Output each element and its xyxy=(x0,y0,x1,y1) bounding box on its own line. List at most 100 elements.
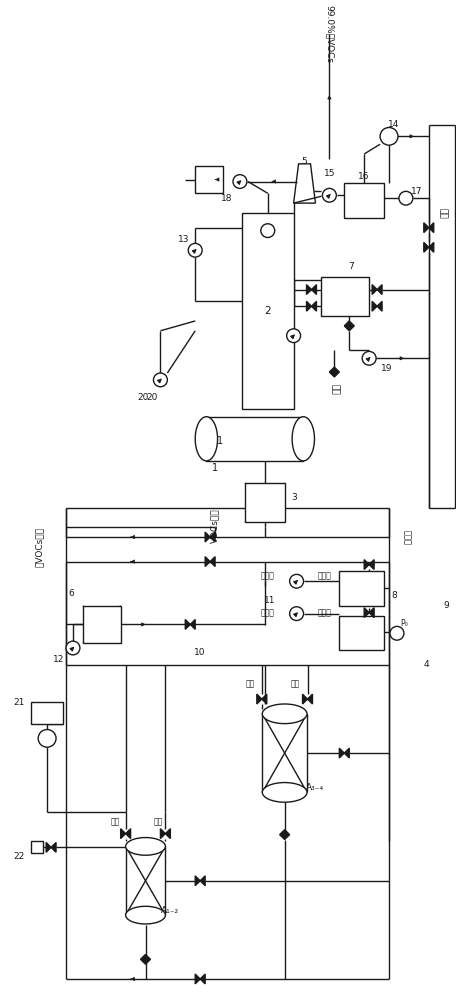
Polygon shape xyxy=(369,608,374,618)
Polygon shape xyxy=(185,620,190,629)
Polygon shape xyxy=(262,694,267,704)
Text: 6: 6 xyxy=(68,589,74,598)
Text: A₁₋₂: A₁₋₂ xyxy=(161,906,180,915)
Polygon shape xyxy=(205,557,210,566)
Bar xyxy=(321,277,369,316)
Text: 废气: 废气 xyxy=(291,680,300,689)
Polygon shape xyxy=(372,285,377,294)
Text: 废气: 废气 xyxy=(154,817,163,826)
Text: VOCs水雾: VOCs水雾 xyxy=(211,508,219,543)
Text: 含VOCs废气: 含VOCs废气 xyxy=(35,527,44,567)
Ellipse shape xyxy=(262,783,307,802)
Bar xyxy=(31,702,63,724)
Polygon shape xyxy=(344,321,354,326)
Ellipse shape xyxy=(195,417,218,461)
Polygon shape xyxy=(200,974,205,984)
Text: 4: 4 xyxy=(424,660,430,669)
Bar xyxy=(31,841,43,853)
Polygon shape xyxy=(372,301,377,311)
Text: 冷却水: 冷却水 xyxy=(318,572,331,581)
Text: 99.0%纯VOCs: 99.0%纯VOCs xyxy=(325,5,334,63)
Text: 12: 12 xyxy=(53,655,65,664)
Text: P₀: P₀ xyxy=(400,619,408,628)
Polygon shape xyxy=(200,876,205,886)
Polygon shape xyxy=(377,301,382,311)
Ellipse shape xyxy=(126,838,165,855)
Bar xyxy=(344,183,384,218)
Circle shape xyxy=(233,175,247,188)
Polygon shape xyxy=(160,829,165,839)
Circle shape xyxy=(399,191,413,205)
Ellipse shape xyxy=(292,417,314,461)
Polygon shape xyxy=(424,242,429,252)
Text: 5: 5 xyxy=(302,157,308,166)
Circle shape xyxy=(188,243,202,257)
Circle shape xyxy=(287,329,301,343)
Polygon shape xyxy=(344,326,354,331)
Circle shape xyxy=(380,128,398,145)
Circle shape xyxy=(290,607,303,621)
Polygon shape xyxy=(339,748,344,758)
Bar xyxy=(242,213,293,409)
Text: 3: 3 xyxy=(292,493,298,502)
Text: 11: 11 xyxy=(264,596,276,605)
Polygon shape xyxy=(369,560,374,569)
Bar xyxy=(339,616,384,650)
Circle shape xyxy=(362,351,376,365)
Polygon shape xyxy=(195,974,200,984)
Text: 9: 9 xyxy=(444,601,450,610)
Polygon shape xyxy=(364,608,369,618)
Circle shape xyxy=(154,373,167,387)
Text: 2: 2 xyxy=(265,306,271,316)
Polygon shape xyxy=(46,842,51,852)
Polygon shape xyxy=(205,532,210,542)
Bar xyxy=(207,417,303,461)
Text: 蒸气: 蒸气 xyxy=(245,680,255,689)
Polygon shape xyxy=(210,532,215,542)
Text: 19: 19 xyxy=(381,364,393,373)
Polygon shape xyxy=(377,285,382,294)
Text: 20: 20 xyxy=(138,393,149,402)
Text: 20: 20 xyxy=(147,393,158,402)
Text: 17: 17 xyxy=(411,187,423,196)
Text: 蒸气: 蒸气 xyxy=(111,817,120,826)
Polygon shape xyxy=(257,694,262,704)
Ellipse shape xyxy=(262,704,307,724)
Circle shape xyxy=(290,574,303,588)
Polygon shape xyxy=(307,301,312,311)
Polygon shape xyxy=(429,223,434,233)
Text: 冷却水: 冷却水 xyxy=(318,608,331,617)
Text: 13: 13 xyxy=(177,235,189,244)
Bar xyxy=(195,166,223,193)
Polygon shape xyxy=(210,557,215,566)
Text: 冷凝水: 冷凝水 xyxy=(403,530,411,545)
Polygon shape xyxy=(429,242,434,252)
Text: 21: 21 xyxy=(14,698,25,707)
Bar xyxy=(245,483,285,522)
Polygon shape xyxy=(364,560,369,569)
Text: 废水: 废水 xyxy=(438,208,447,218)
Polygon shape xyxy=(303,694,308,704)
Text: 7: 7 xyxy=(348,262,354,271)
Text: 冷却水: 冷却水 xyxy=(261,572,275,581)
Text: 16: 16 xyxy=(358,172,370,181)
Circle shape xyxy=(66,641,80,655)
Text: 15: 15 xyxy=(324,169,335,178)
Polygon shape xyxy=(307,285,312,294)
Polygon shape xyxy=(280,830,290,835)
Text: 1: 1 xyxy=(217,436,223,446)
Polygon shape xyxy=(195,876,200,886)
Bar xyxy=(83,606,121,643)
Polygon shape xyxy=(344,748,349,758)
Polygon shape xyxy=(424,223,429,233)
Polygon shape xyxy=(312,285,316,294)
Polygon shape xyxy=(126,829,131,839)
Polygon shape xyxy=(280,835,290,840)
Circle shape xyxy=(38,730,56,747)
Text: 冷却水: 冷却水 xyxy=(261,608,275,617)
Bar xyxy=(339,571,384,606)
Text: 8: 8 xyxy=(391,591,397,600)
Text: 1: 1 xyxy=(212,463,218,473)
Text: 14: 14 xyxy=(388,120,400,129)
Circle shape xyxy=(390,626,404,640)
